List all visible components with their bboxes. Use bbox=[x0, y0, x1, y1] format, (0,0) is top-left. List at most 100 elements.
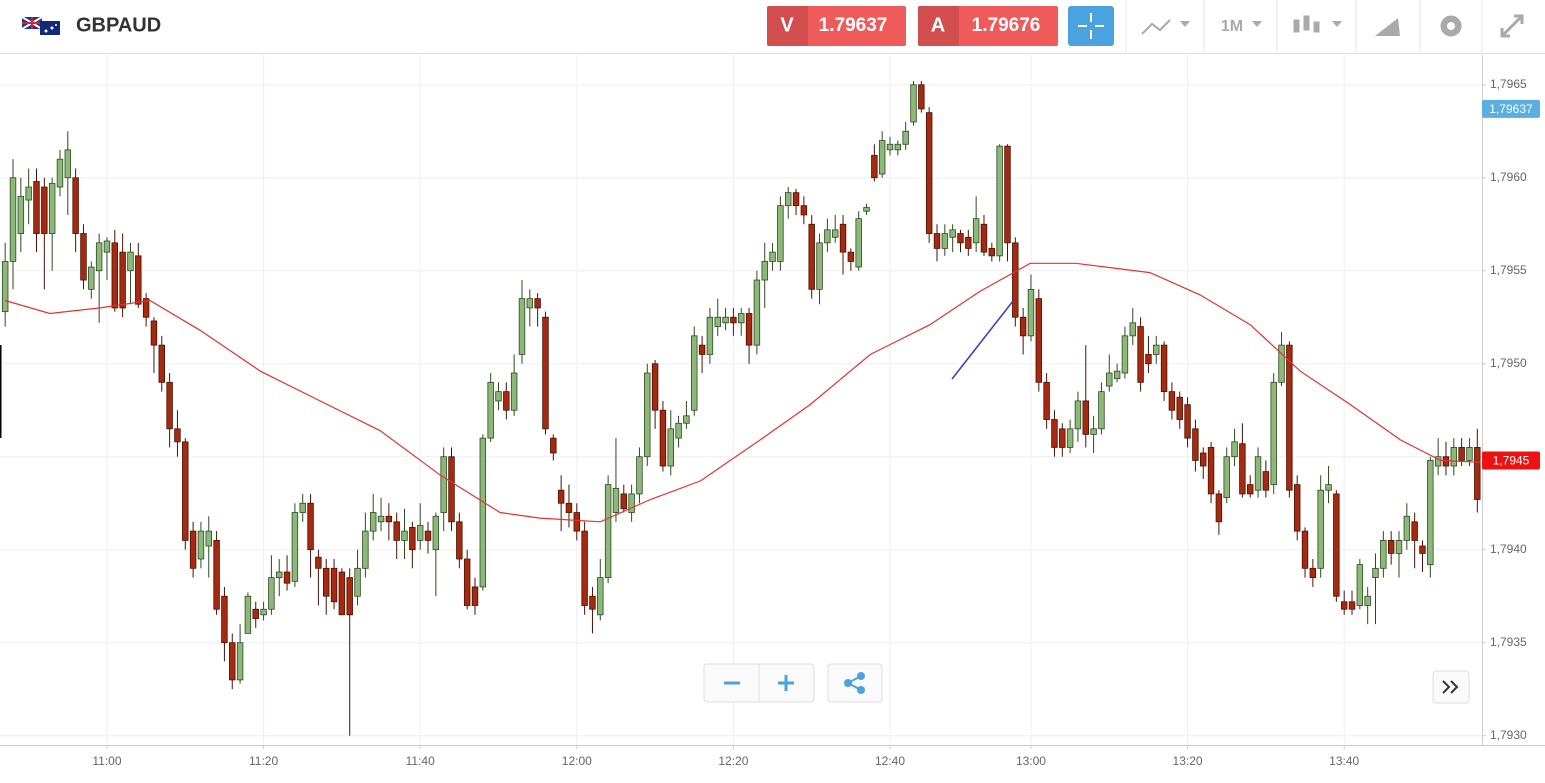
candle-body bbox=[1270, 381, 1277, 486]
candle-body bbox=[1160, 344, 1168, 393]
candle-body bbox=[871, 155, 878, 179]
buy-button[interactable]: A 1.79676 bbox=[918, 6, 1058, 46]
candle-body bbox=[142, 298, 150, 318]
x-tick-label: 12:20 bbox=[718, 754, 748, 768]
candle-body bbox=[72, 177, 79, 234]
candle-body bbox=[1207, 447, 1215, 495]
candle-body bbox=[1442, 456, 1450, 467]
candle-body bbox=[910, 84, 917, 123]
candle-body bbox=[1380, 540, 1387, 569]
candle-body bbox=[1317, 489, 1324, 569]
candle-body bbox=[644, 372, 651, 458]
candle-icon[interactable] bbox=[1293, 15, 1320, 33]
candle-body bbox=[213, 540, 220, 610]
candle-body bbox=[667, 428, 674, 467]
candle-body bbox=[753, 279, 761, 346]
candle-body bbox=[769, 251, 776, 262]
candle-body bbox=[526, 298, 534, 309]
y-tick-label: 1,7940 bbox=[1490, 542, 1527, 556]
fullscreen-icon[interactable] bbox=[1500, 14, 1524, 38]
candle-body bbox=[996, 145, 1003, 257]
candle-body bbox=[1184, 404, 1191, 439]
candle-body bbox=[965, 236, 972, 249]
scroll-end-button[interactable] bbox=[1432, 670, 1470, 704]
y-tick-label: 1,7935 bbox=[1490, 635, 1527, 649]
candle-body bbox=[550, 437, 557, 454]
candle-body bbox=[1019, 316, 1027, 337]
candle-body bbox=[158, 344, 165, 383]
candle-body bbox=[1419, 545, 1426, 554]
candle-body bbox=[745, 313, 753, 346]
x-tick-label: 13:00 bbox=[1016, 754, 1046, 768]
candle-body bbox=[495, 391, 502, 402]
candle-body bbox=[244, 595, 252, 634]
candle-body bbox=[409, 526, 416, 551]
candle-body bbox=[902, 130, 909, 145]
candle-body bbox=[189, 530, 197, 569]
candle-body bbox=[1106, 372, 1113, 387]
candle-body bbox=[479, 437, 487, 588]
candle-body bbox=[1450, 447, 1458, 467]
candle-body bbox=[604, 484, 612, 579]
draw-icon[interactable] bbox=[1375, 18, 1400, 36]
candle-body bbox=[354, 567, 361, 597]
candle-body bbox=[1262, 471, 1270, 491]
candle-body bbox=[276, 571, 283, 579]
candle-body bbox=[17, 195, 25, 234]
candle-body bbox=[612, 487, 620, 513]
timeframe[interactable]: 1M bbox=[1221, 18, 1243, 35]
candle-body bbox=[878, 140, 886, 175]
candle-body bbox=[573, 512, 581, 532]
candle-body bbox=[33, 181, 40, 234]
candle-body bbox=[369, 512, 377, 532]
candle-body bbox=[1254, 456, 1262, 491]
candle-body bbox=[393, 521, 400, 541]
candle-body bbox=[268, 577, 275, 610]
candle-body bbox=[816, 242, 823, 290]
candle-body bbox=[1340, 601, 1348, 610]
candle-body bbox=[1403, 515, 1411, 541]
y-tick-label: 1,7950 bbox=[1490, 356, 1527, 370]
candle-body bbox=[1168, 391, 1176, 411]
candle-body bbox=[362, 530, 369, 569]
moving-average bbox=[5, 262, 1481, 523]
y-tick-label: 1,7955 bbox=[1490, 263, 1527, 277]
candle-body bbox=[581, 530, 588, 606]
candle-body bbox=[1223, 456, 1230, 499]
candle-body bbox=[886, 143, 894, 151]
share-button[interactable] bbox=[827, 663, 883, 703]
candle-body bbox=[291, 512, 299, 582]
candle-body bbox=[1129, 322, 1136, 337]
candle-body bbox=[933, 233, 941, 249]
candle-body bbox=[487, 381, 494, 439]
candle-body bbox=[1176, 396, 1183, 420]
sell-button[interactable]: V 1.79637 bbox=[767, 6, 906, 46]
candle-body bbox=[1066, 428, 1074, 448]
candle-body bbox=[1387, 540, 1395, 554]
candle-body bbox=[1027, 288, 1035, 337]
candle-body bbox=[25, 186, 32, 201]
candle-body bbox=[1098, 391, 1105, 430]
candle-body bbox=[949, 229, 956, 238]
candle-body bbox=[1043, 381, 1050, 420]
candle-body bbox=[252, 608, 259, 619]
candle-body bbox=[1137, 326, 1144, 383]
candle-body bbox=[315, 556, 322, 569]
candle-body bbox=[1325, 484, 1332, 491]
crosshair-button[interactable] bbox=[1068, 6, 1114, 46]
candle-body bbox=[691, 335, 698, 411]
candle-body bbox=[863, 207, 870, 212]
candle-body bbox=[1434, 456, 1442, 467]
candle-body bbox=[792, 192, 800, 207]
candle-body bbox=[503, 391, 510, 411]
chart-type-icon[interactable] bbox=[1141, 19, 1171, 35]
zoom-in[interactable] bbox=[778, 675, 794, 691]
candle-body bbox=[119, 251, 126, 309]
candle-body bbox=[800, 205, 808, 216]
candle-body bbox=[1059, 428, 1066, 448]
candle-body bbox=[894, 143, 902, 151]
candle-body bbox=[1364, 595, 1371, 606]
candle-body bbox=[1356, 564, 1364, 606]
price-tag-label: 1,79637 bbox=[1489, 102, 1533, 116]
candle-body bbox=[401, 530, 408, 541]
